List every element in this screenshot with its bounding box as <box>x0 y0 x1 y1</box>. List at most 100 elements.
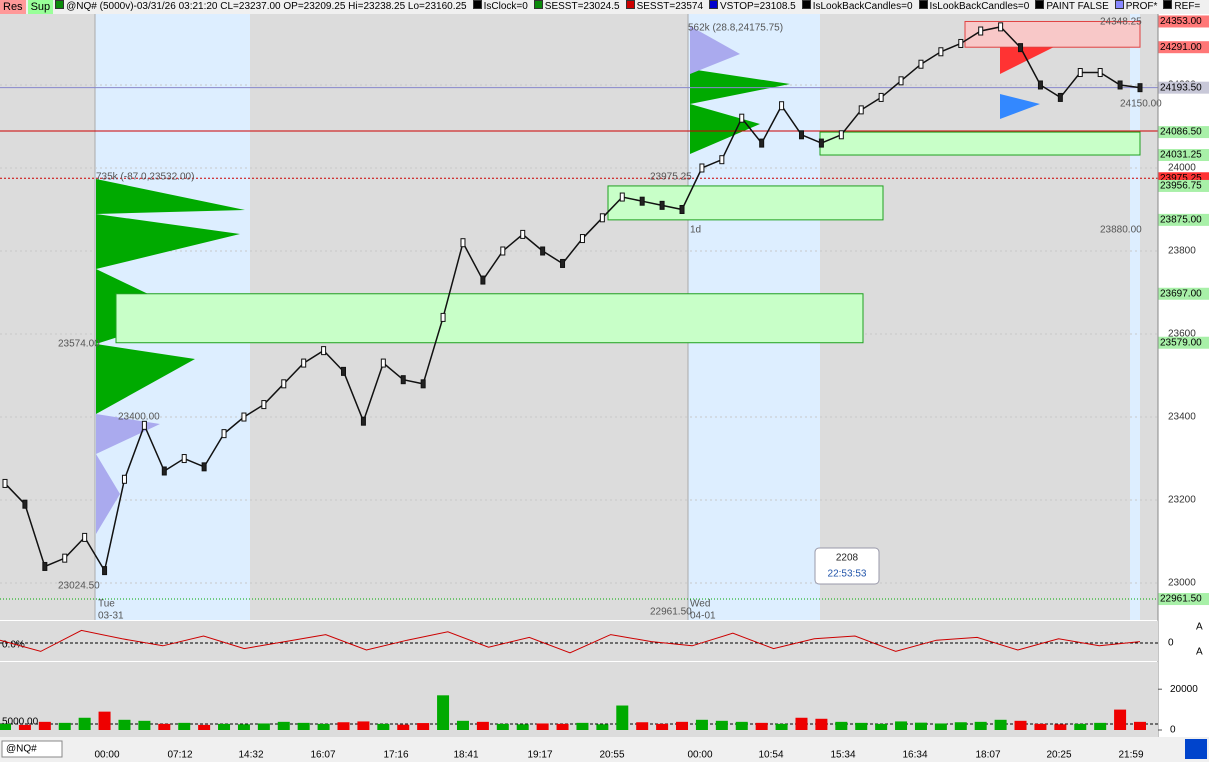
x-tick-label: 19:17 <box>527 750 552 761</box>
candle <box>141 420 147 430</box>
status-bar: Res Sup @NQ# (5000v)-03/31/26 03:21:20 CL=… <box>0 0 1209 14</box>
candle <box>221 429 227 439</box>
candle <box>1097 68 1103 78</box>
annotation: Tue <box>98 599 115 610</box>
y-tick-label: 23000 <box>1168 578 1196 589</box>
x-tick-label: 07:12 <box>167 750 192 761</box>
symbol[interactable]: @NQ# <box>6 744 37 755</box>
annotation: 562k (28.8,24175.75) <box>688 23 783 34</box>
volume-profile <box>96 414 160 534</box>
volume-bar <box>815 718 828 730</box>
symbol-box[interactable] <box>1 740 63 758</box>
price-label-bg <box>1158 15 1209 28</box>
candle <box>400 375 406 385</box>
toolbar-button[interactable]: Sup <box>27 0 54 14</box>
candle <box>360 416 366 426</box>
price-label: 23697.00 <box>1160 288 1202 299</box>
candle <box>500 246 506 256</box>
zone <box>819 131 1141 156</box>
status-item: IsLookBackCandles=0 <box>919 0 1030 14</box>
x-tick-label: 17:16 <box>383 750 408 761</box>
volume-bar <box>676 721 689 730</box>
candle <box>42 561 48 571</box>
toolbar-button[interactable]: Res <box>0 0 26 14</box>
x-tick-label: 18:41 <box>453 750 478 761</box>
price-label: 23579.00 <box>1160 337 1202 348</box>
annotation: 23975.25 <box>650 172 692 183</box>
price-label: 23956.75 <box>1160 181 1202 192</box>
close-btn[interactable] <box>1185 739 1207 759</box>
volume-bar <box>795 717 808 730</box>
volume-bar <box>297 722 310 730</box>
osc-bg <box>0 621 1158 661</box>
candle <box>241 412 247 422</box>
volume-bar <box>0 723 11 730</box>
volume-bar <box>277 721 290 730</box>
vol-tick-label: 20000 <box>1170 684 1198 695</box>
price-line <box>4 26 1141 573</box>
candle <box>798 130 804 140</box>
volume-bar <box>616 705 629 730</box>
volume-bar <box>98 711 111 730</box>
volume-bar <box>178 722 191 730</box>
volume-bar <box>118 719 131 730</box>
annotation: 03-31 <box>98 611 124 622</box>
x-tick-label: 00:00 <box>94 750 119 761</box>
candle <box>2 478 8 488</box>
time-axis-bg <box>0 737 1209 762</box>
status-item: IsLookBackCandles=0 <box>802 0 913 14</box>
osc-tick: 0 <box>1168 638 1174 649</box>
status-item: VSTOP=23108.5 <box>709 0 796 14</box>
volume-bar <box>695 719 708 730</box>
candle <box>779 101 785 111</box>
candle <box>1117 80 1123 90</box>
candle <box>82 532 88 542</box>
price-label-bg <box>1158 213 1209 226</box>
annotation: 735k (-87.0,23532.00) <box>96 172 194 183</box>
volume-bar <box>337 722 350 730</box>
volume-bar <box>417 723 430 730</box>
candle <box>1077 68 1083 78</box>
info-count: 2208 <box>836 553 859 564</box>
vol-ref-label: 5000.00 <box>2 717 39 728</box>
pane-button[interactable]: A <box>1196 622 1203 633</box>
volume-bar <box>556 723 569 730</box>
volume-bar <box>397 724 410 730</box>
candle <box>420 379 426 389</box>
price-label-bg <box>1158 179 1209 192</box>
candle <box>679 204 685 214</box>
volume-bar <box>835 721 848 730</box>
candle <box>818 138 824 148</box>
pane-button[interactable]: A <box>1196 647 1203 658</box>
candle <box>321 346 327 356</box>
volume-profile <box>1000 94 1040 119</box>
price-label-bg <box>1158 41 1209 54</box>
volume-bar <box>257 723 270 730</box>
volume-bar <box>715 720 728 730</box>
annotation: 23400.00 <box>118 412 160 423</box>
candle <box>161 466 167 476</box>
y-tick-label: 23600 <box>1168 329 1196 340</box>
candle <box>540 246 546 256</box>
volume-bar <box>914 722 927 730</box>
annotation: 23024.50 <box>58 581 100 592</box>
candle <box>281 379 287 389</box>
candle <box>579 234 585 244</box>
price-label: 24353.00 <box>1160 16 1202 27</box>
candle <box>659 200 665 210</box>
price-label: 23975.25 <box>1160 173 1202 184</box>
volume-bar <box>1074 723 1087 730</box>
volume-bar <box>576 722 589 730</box>
volume-bar <box>954 722 967 730</box>
volume-bar <box>218 723 231 730</box>
volume-bar <box>496 723 509 730</box>
price-label: 23875.00 <box>1160 215 1202 226</box>
zone <box>964 20 1141 48</box>
candle <box>341 366 347 376</box>
volume-bar <box>755 722 768 730</box>
volume-bar <box>656 723 669 730</box>
annotation: 23880.00 <box>1100 225 1142 236</box>
price-label: 24193.50 <box>1160 82 1202 93</box>
x-tick-label: 00:00 <box>687 750 712 761</box>
volume-bar <box>1094 722 1107 730</box>
